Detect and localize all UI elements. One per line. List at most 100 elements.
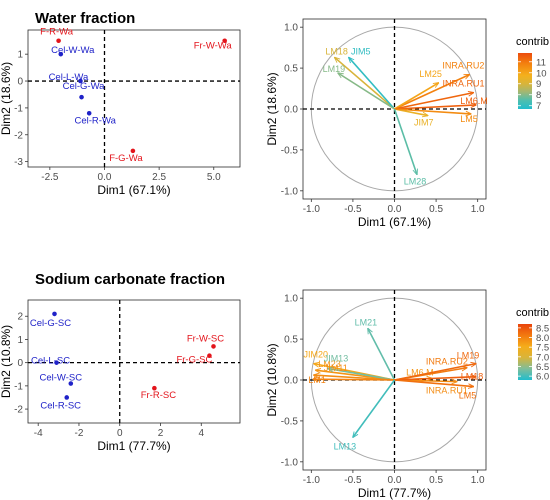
loading-vector	[335, 57, 396, 110]
data-point	[58, 51, 64, 57]
data-point	[211, 344, 216, 349]
x-tick-label: -4	[34, 428, 43, 439]
legend-title: contrib	[516, 36, 549, 48]
vector-label: JIM13	[324, 354, 349, 364]
legend-tick-label: 7.0	[536, 352, 549, 363]
y-tick-label: -1	[14, 103, 23, 114]
loading-vector	[328, 369, 395, 381]
panel-sodium-loadings: -1.0 -0.5 0.0 0.5 1.0 1.0 0.5 0.0 -0.5 -1.0 Dim1 (…	[265, 289, 549, 500]
data-point	[64, 395, 70, 400]
loading-vector	[394, 93, 474, 110]
point-label: F-G-Wa	[109, 153, 143, 164]
y-tick-label: -0.5	[281, 416, 299, 427]
point-label: Cel-R-Wa	[75, 115, 117, 126]
plot-area	[27, 299, 241, 424]
legend-tick-label: 7.5	[536, 343, 549, 354]
data-point	[222, 38, 228, 44]
loading-vector	[394, 379, 474, 387]
y-tick-label: 0.5	[284, 64, 298, 75]
x-tick-label: 4	[198, 428, 204, 439]
vector-label: LM21	[355, 317, 378, 327]
legend-tick-label: 8.0	[536, 333, 549, 344]
y-tick-label: -1.0	[281, 186, 299, 197]
y-tick-label: 1	[17, 335, 23, 346]
legend-tick-label: 11	[536, 57, 546, 68]
point-label: Cel-L-Wa	[49, 72, 89, 83]
x-tick-label: -1.0	[303, 204, 321, 215]
loading-vector	[368, 328, 396, 381]
plot-area	[27, 29, 241, 168]
y-tick-label: 0	[17, 358, 23, 369]
y-tick-label: 0.0	[284, 376, 298, 387]
loading-vector	[394, 83, 439, 110]
x-tick-label: -0.5	[344, 204, 362, 215]
data-point	[130, 148, 136, 154]
x-tick-label: 2.5	[152, 172, 166, 183]
y-tick-label: -2	[14, 130, 23, 141]
y-axis-label: Dim2 (18.6%)	[0, 62, 13, 135]
point-label: Fr-W-Wa	[194, 41, 233, 52]
legend-tick-label: 7	[536, 101, 541, 112]
data-point	[54, 360, 59, 365]
x-axis-label: Dim1 (67.1%)	[358, 215, 431, 229]
x-tick-label: 5.0	[207, 172, 221, 183]
y-tick-label: -1.0	[281, 457, 299, 468]
legend-tick-label: 9	[536, 79, 541, 90]
x-axis-label: Dim1 (67.1%)	[97, 183, 170, 197]
y-tick-label: -3	[14, 157, 23, 168]
y-axis-label: Dim2 (18.6%)	[265, 72, 279, 145]
vector-label: LM25	[419, 69, 442, 79]
point-label: Fr-W-SC	[187, 333, 224, 344]
loading-vector	[394, 108, 472, 114]
loading-vector	[313, 379, 395, 380]
x-tick-label: -2.5	[41, 172, 59, 183]
vector-label: JIM11	[324, 363, 348, 373]
data-point	[86, 110, 92, 116]
data-point	[79, 94, 84, 100]
x-axis-label: Dim1 (77.7%)	[358, 486, 431, 500]
x-tick-label: -2	[75, 428, 84, 439]
point-label: Fr-G-SC	[176, 355, 212, 366]
vector-label: JIM5	[351, 46, 371, 56]
vector-label: LM13	[334, 441, 357, 451]
loading-vector	[394, 75, 470, 110]
point-label: Cel-W-Wa	[51, 45, 95, 56]
y-tick-label: 1.0	[284, 294, 298, 305]
x-axis-label: Dim1 (77.7%)	[97, 439, 170, 453]
y-tick-label: 0.0	[284, 105, 298, 116]
y-tick-label: -0.5	[281, 145, 299, 156]
point-label: Fr-R-SC	[141, 390, 176, 401]
y-axis-label: Dim2 (10.8%)	[0, 325, 13, 398]
y-tick-label: -2	[14, 405, 23, 416]
vector-label: LM28	[404, 176, 427, 186]
point-label: Cel-W-SC	[40, 373, 83, 384]
data-point	[207, 353, 212, 358]
y-tick-label: 1.0	[284, 23, 298, 34]
vector-label: JIM7	[414, 118, 434, 128]
vector-label: LM1	[308, 375, 326, 385]
vector-label: LM5	[460, 114, 478, 124]
vector-label: LM18	[325, 46, 348, 56]
vector-label: LM19	[323, 64, 346, 74]
y-tick-label: -1	[14, 381, 23, 392]
x-tick-label: 1.0	[471, 475, 485, 486]
legend-colorbar	[518, 324, 532, 380]
vector-label: INRA.RU1	[443, 79, 485, 89]
panel-water-loadings: -1.0 -0.5 0.0 0.5 1.0 1.0 0.5 0.0 -0.5 -1.0 Dim1 (…	[265, 18, 549, 229]
point-label: Cel-L-SC	[31, 356, 70, 367]
panel-water-scores: -2.5 0.0 2.5 5.0 1 0 -1 -2 -3 Dim1 (67.1%) Dim2 (1…	[0, 27, 241, 197]
legend-colorbar	[518, 53, 532, 109]
x-tick-label: 1.0	[471, 204, 485, 215]
x-tick-label: 0.0	[98, 172, 112, 183]
vector-label: LM5	[459, 391, 477, 401]
loading-vector	[394, 364, 477, 381]
vector-label: LM19	[457, 351, 480, 361]
point-label: Cel-R-SC	[40, 400, 81, 411]
x-tick-label: 0.0	[388, 204, 402, 215]
legend-tick-label: 10	[536, 68, 547, 79]
y-tick-label: 0.5	[284, 335, 298, 346]
data-point	[78, 78, 83, 84]
vector-label: LM6.M	[460, 96, 488, 106]
y-axis-label: Dim2 (10.8%)	[265, 343, 279, 416]
